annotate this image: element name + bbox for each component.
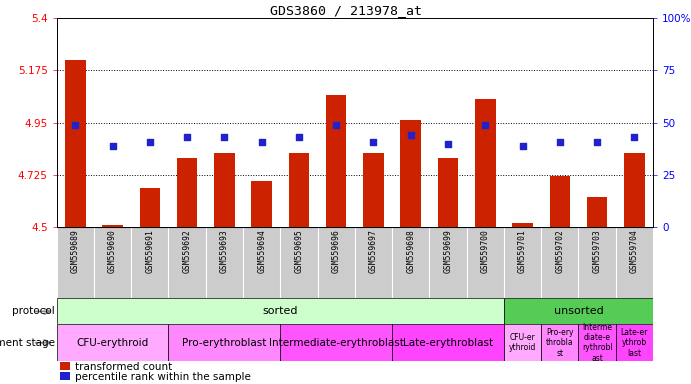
- Point: [331, 122, 342, 128]
- Text: GSM559701: GSM559701: [518, 230, 527, 273]
- Bar: [177, 157, 198, 227]
- Bar: [60, 372, 70, 381]
- Text: sorted: sorted: [263, 306, 298, 316]
- Point: [480, 122, 491, 128]
- Bar: [624, 153, 645, 227]
- Text: GSM559700: GSM559700: [481, 230, 490, 273]
- Point: [107, 142, 118, 149]
- Bar: [281, 324, 392, 361]
- Point: [219, 134, 230, 141]
- Bar: [587, 197, 607, 227]
- Text: unsorted: unsorted: [553, 306, 603, 316]
- Bar: [289, 153, 309, 227]
- Text: percentile rank within the sample: percentile rank within the sample: [75, 372, 251, 382]
- Bar: [438, 157, 458, 227]
- Text: Intermediate-erythroblast: Intermediate-erythroblast: [269, 338, 404, 348]
- Text: Interme
diate-e
rythrobl
ast: Interme diate-e rythrobl ast: [582, 323, 612, 363]
- Bar: [57, 298, 504, 324]
- Point: [554, 139, 565, 145]
- Text: GSM559693: GSM559693: [220, 230, 229, 273]
- Bar: [102, 225, 123, 227]
- Bar: [475, 99, 495, 227]
- Text: GSM559697: GSM559697: [369, 230, 378, 273]
- Point: [517, 142, 528, 149]
- Point: [182, 134, 193, 141]
- Point: [629, 134, 640, 141]
- Text: CFU-erythroid: CFU-erythroid: [77, 338, 149, 348]
- Point: [70, 122, 81, 128]
- Point: [294, 134, 305, 141]
- Bar: [504, 324, 541, 361]
- Bar: [401, 120, 421, 227]
- Text: transformed count: transformed count: [75, 362, 172, 372]
- Bar: [616, 324, 653, 361]
- Point: [405, 132, 416, 138]
- Bar: [549, 176, 570, 227]
- Bar: [140, 188, 160, 227]
- Bar: [214, 153, 235, 227]
- Bar: [65, 60, 86, 227]
- Point: [144, 139, 155, 145]
- Text: Pro-erythroblast: Pro-erythroblast: [182, 338, 267, 348]
- Text: GSM559692: GSM559692: [182, 230, 191, 273]
- Bar: [363, 153, 384, 227]
- Bar: [57, 324, 169, 361]
- Point: [442, 141, 453, 147]
- Bar: [512, 223, 533, 227]
- Text: GSM559698: GSM559698: [406, 230, 415, 273]
- Text: GSM559695: GSM559695: [294, 230, 303, 273]
- Text: GSM559690: GSM559690: [108, 230, 117, 273]
- Bar: [541, 324, 578, 361]
- Point: [368, 139, 379, 145]
- Text: Late-er
ythrob
last: Late-er ythrob last: [621, 328, 648, 358]
- Text: GSM559702: GSM559702: [556, 230, 565, 273]
- Text: Pro-ery
throbla
st: Pro-ery throbla st: [546, 328, 574, 358]
- Bar: [392, 324, 504, 361]
- Text: development stage: development stage: [0, 338, 55, 348]
- Bar: [169, 324, 281, 361]
- Text: Late-erythroblast: Late-erythroblast: [403, 338, 493, 348]
- Text: GSM559704: GSM559704: [630, 230, 639, 273]
- Text: CFU-er
ythroid: CFU-er ythroid: [509, 333, 536, 353]
- Text: GSM559689: GSM559689: [70, 230, 79, 273]
- Text: protocol: protocol: [12, 306, 55, 316]
- Text: GSM559696: GSM559696: [332, 230, 341, 273]
- Point: [591, 139, 603, 145]
- Bar: [578, 324, 616, 361]
- Text: GSM559703: GSM559703: [593, 230, 602, 273]
- Bar: [60, 362, 70, 370]
- Text: GDS3860 / 213978_at: GDS3860 / 213978_at: [269, 4, 422, 17]
- Bar: [504, 298, 653, 324]
- Point: [256, 139, 267, 145]
- Text: GSM559699: GSM559699: [444, 230, 453, 273]
- Text: GSM559691: GSM559691: [145, 230, 154, 273]
- Bar: [252, 181, 272, 227]
- Bar: [326, 95, 346, 227]
- Text: GSM559694: GSM559694: [257, 230, 266, 273]
